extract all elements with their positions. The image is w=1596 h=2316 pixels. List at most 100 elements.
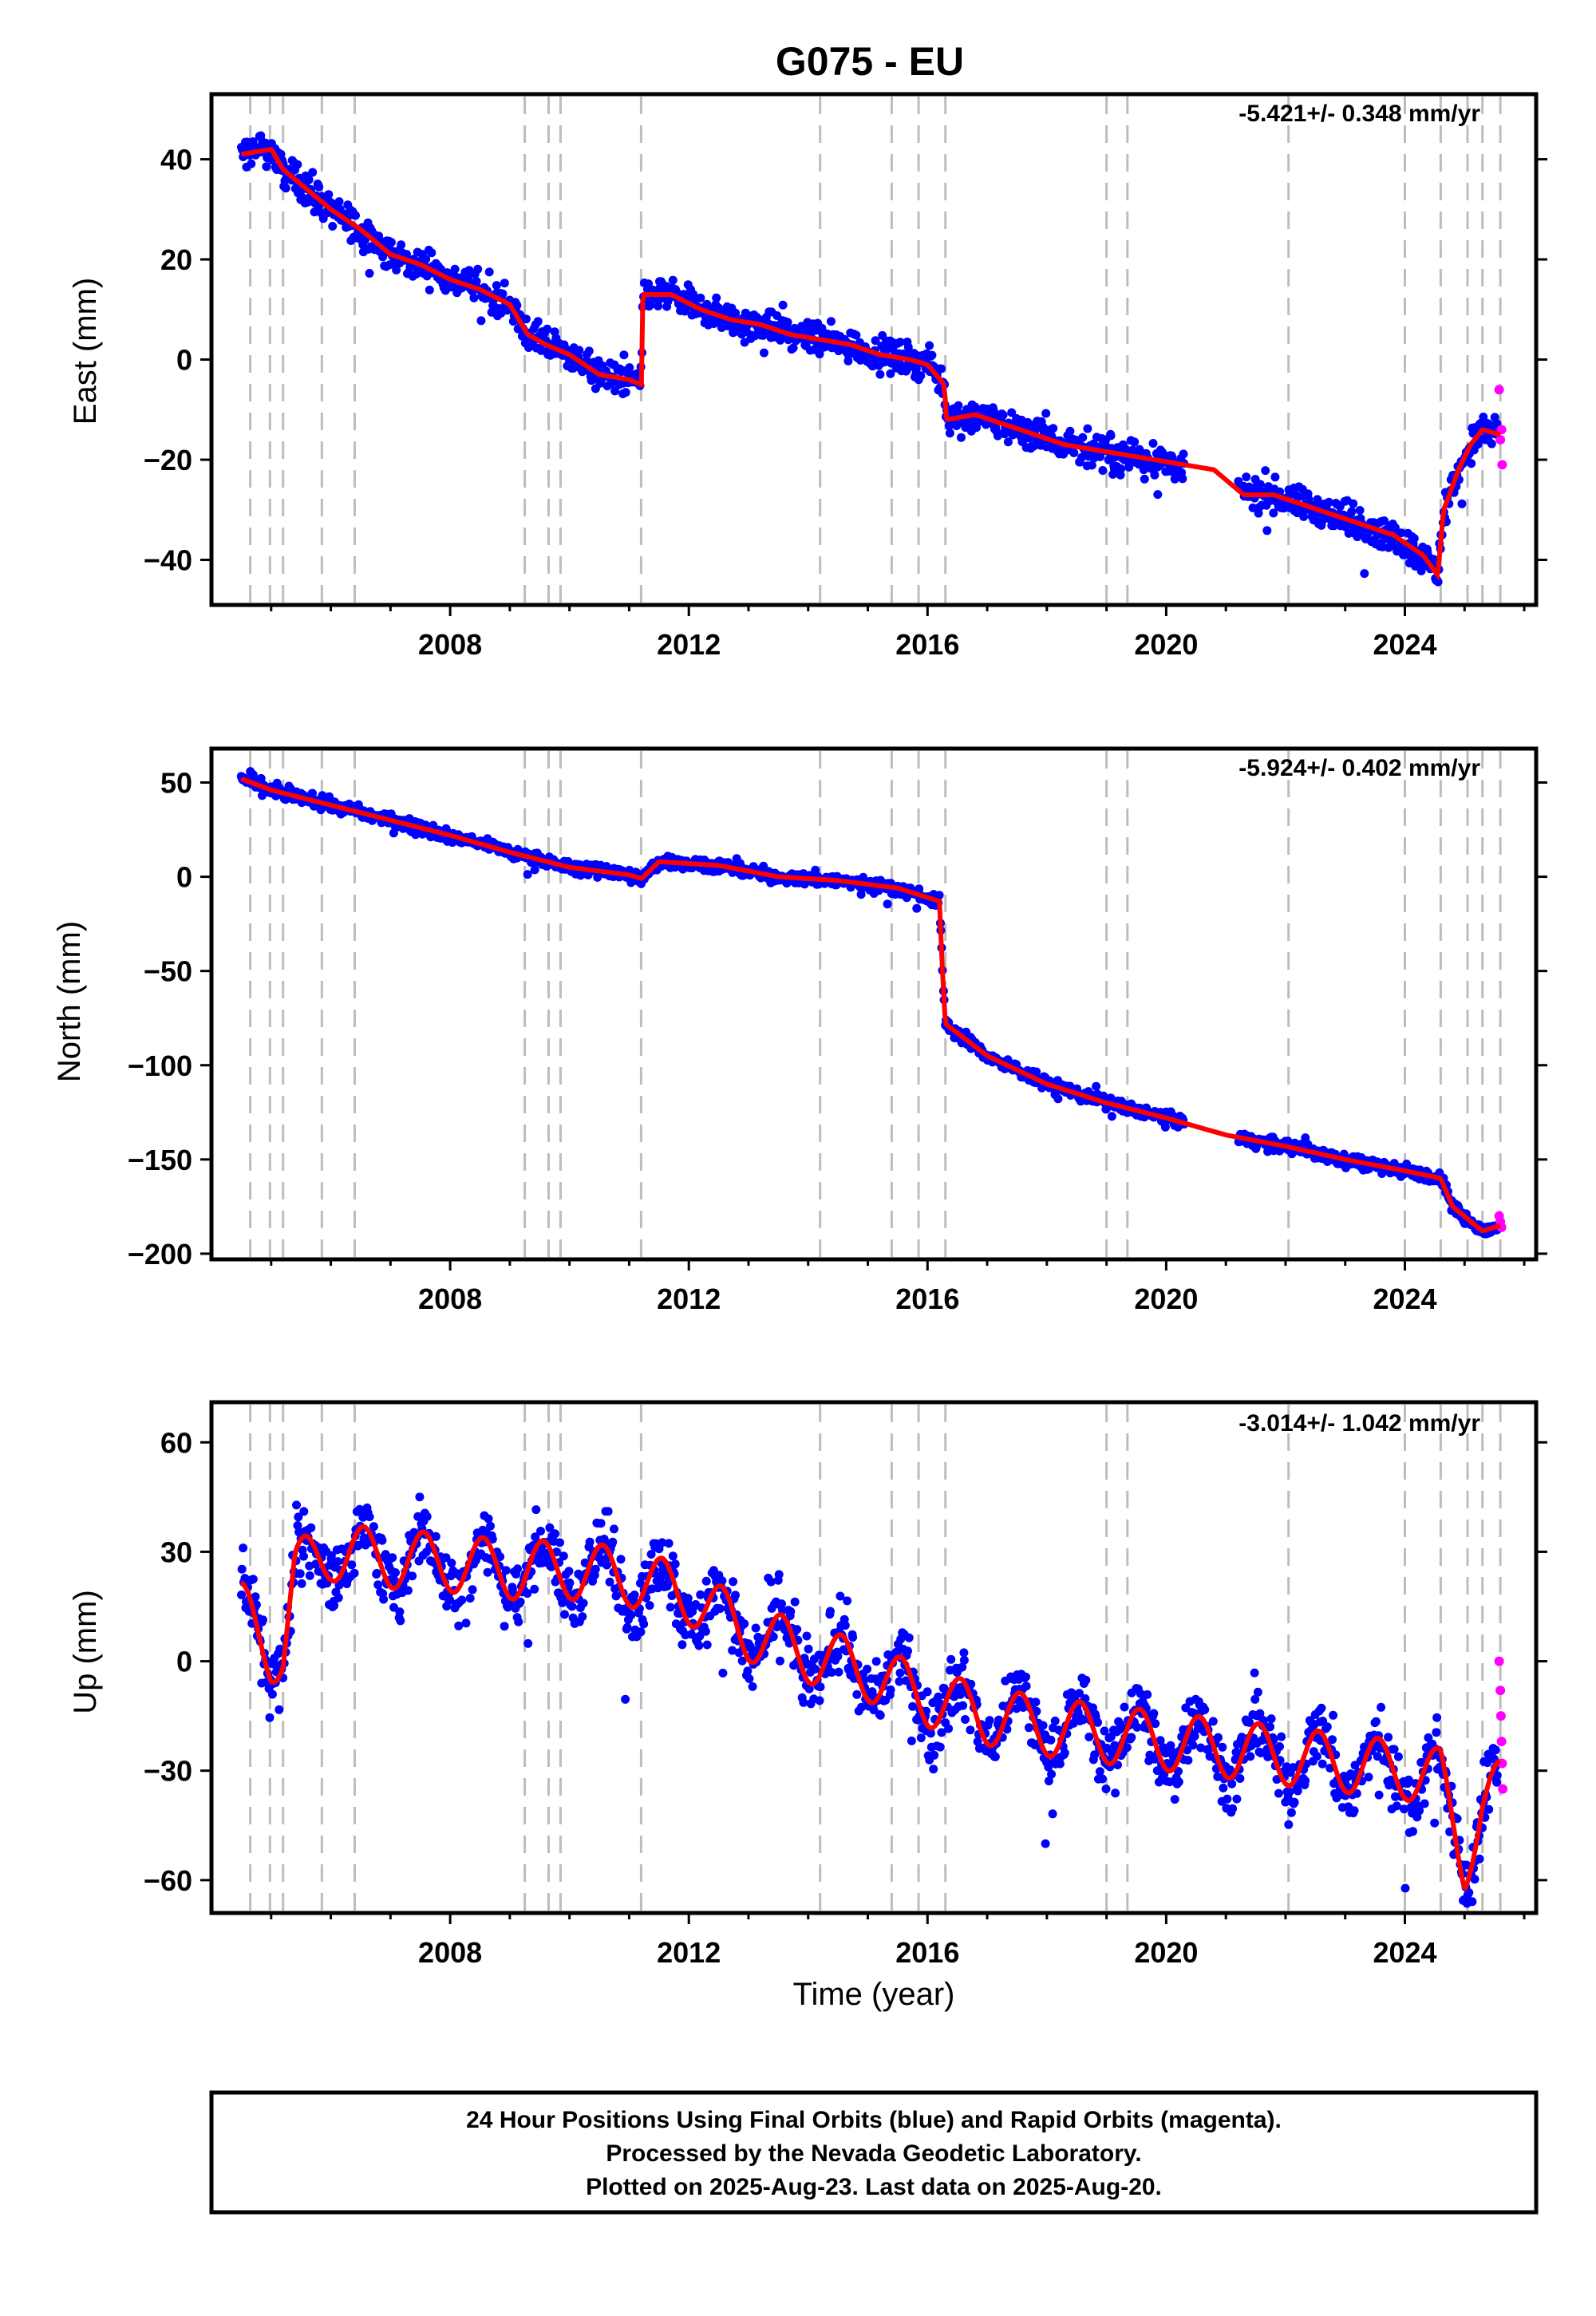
up-point xyxy=(636,1579,645,1588)
up-point xyxy=(929,1765,938,1774)
north-y-tick-label: −50 xyxy=(144,955,192,988)
east-point xyxy=(1487,439,1496,449)
up-point xyxy=(496,1552,505,1562)
up-point xyxy=(1364,1773,1373,1782)
up-point xyxy=(1475,1854,1484,1863)
up-point xyxy=(1081,1675,1091,1685)
up-point xyxy=(500,1622,509,1631)
north-point xyxy=(915,884,924,894)
up-point xyxy=(369,1522,378,1531)
up-point xyxy=(1430,1818,1440,1828)
east-point xyxy=(1150,470,1159,480)
up-point xyxy=(372,1568,381,1578)
east-point xyxy=(492,281,501,290)
up-point xyxy=(293,1521,302,1530)
footer-line-1: 24 Hour Positions Using Final Orbits (bl… xyxy=(466,2107,1282,2133)
up-x-tick-label: 2016 xyxy=(895,1936,959,1969)
up-point xyxy=(596,1519,606,1528)
east-point xyxy=(1467,459,1476,468)
up-point xyxy=(745,1674,754,1683)
east-point xyxy=(1396,528,1406,538)
up-x-tick-label: 2012 xyxy=(657,1936,721,1969)
east-point xyxy=(1098,466,1108,475)
east-point xyxy=(397,240,406,250)
footer-line-3: Plotted on 2025-Aug-23. Last data on 202… xyxy=(586,2174,1162,2200)
up-point xyxy=(956,1690,965,1699)
east-final-orbit-points xyxy=(237,131,1502,587)
up-point xyxy=(513,1564,523,1574)
up-point xyxy=(299,1551,308,1561)
east-point xyxy=(1130,437,1140,447)
up-point xyxy=(488,1535,497,1544)
up-point xyxy=(985,1716,994,1725)
up-rapid-point xyxy=(1498,1784,1508,1794)
up-point xyxy=(751,1623,760,1633)
east-point xyxy=(500,279,509,288)
up-point xyxy=(1377,1702,1386,1712)
up-point xyxy=(836,1591,845,1601)
east-point xyxy=(1324,497,1333,507)
up-point xyxy=(555,1538,564,1547)
up-point xyxy=(1462,1860,1472,1870)
up-point xyxy=(1132,1722,1142,1732)
east-x-tick-label: 2016 xyxy=(895,628,959,661)
up-point xyxy=(1093,1717,1103,1727)
east-point xyxy=(421,255,431,264)
up-point xyxy=(1170,1795,1179,1804)
up-point xyxy=(701,1626,710,1636)
east-point xyxy=(1262,526,1272,536)
up-point xyxy=(816,1682,825,1692)
up-point xyxy=(715,1604,725,1614)
up-y-axis-label: Up (mm) xyxy=(68,1590,103,1714)
footer-line-2: Processed by the Nevada Geodetic Laborat… xyxy=(606,2140,1141,2167)
up-point xyxy=(294,1512,303,1522)
up-point xyxy=(664,1539,674,1548)
up-point xyxy=(578,1612,587,1622)
up-point xyxy=(1190,1732,1199,1741)
up-plot-frame xyxy=(209,1400,1539,1915)
north-y-tick-label: 0 xyxy=(176,861,192,894)
up-point xyxy=(966,1725,975,1735)
up-point xyxy=(1246,1752,1255,1761)
up-point xyxy=(645,1601,654,1611)
up-point xyxy=(875,1710,885,1720)
up-point xyxy=(766,1577,776,1587)
up-point xyxy=(1101,1784,1111,1793)
up-point xyxy=(1098,1774,1108,1784)
north-x-tick-label: 2016 xyxy=(895,1282,959,1315)
east-point xyxy=(927,350,937,360)
east-point xyxy=(1078,433,1088,442)
up-point xyxy=(396,1616,405,1626)
up-point xyxy=(935,1742,945,1752)
east-y-tick-label: 20 xyxy=(160,243,192,276)
up-x-tick-label: 2024 xyxy=(1373,1936,1436,1969)
north-x-tick-label: 2012 xyxy=(657,1282,721,1315)
up-point xyxy=(718,1668,728,1678)
east-point xyxy=(1433,577,1443,587)
east-point xyxy=(1007,408,1017,417)
up-point xyxy=(804,1644,813,1654)
up-point xyxy=(1275,1742,1284,1751)
north-point xyxy=(912,903,922,913)
up-point xyxy=(1266,1722,1274,1732)
up-point xyxy=(666,1603,675,1612)
up-point xyxy=(825,1607,835,1616)
east-point xyxy=(392,265,401,275)
up-point xyxy=(1046,1735,1056,1745)
east-point xyxy=(1457,499,1467,508)
up-point xyxy=(1235,1774,1245,1783)
up-point xyxy=(441,1553,451,1563)
up-point xyxy=(863,1664,872,1674)
up-point xyxy=(1371,1717,1381,1726)
north-model-line xyxy=(240,777,1501,1234)
up-x-tick-label: 2008 xyxy=(418,1936,482,1969)
up-point xyxy=(740,1619,749,1629)
up-point xyxy=(1044,1777,1053,1786)
up-point xyxy=(1329,1710,1338,1720)
east-point xyxy=(895,338,905,347)
up-point xyxy=(944,1724,954,1733)
up-point xyxy=(786,1607,796,1616)
east-point xyxy=(783,318,792,327)
east-point xyxy=(1294,492,1303,502)
